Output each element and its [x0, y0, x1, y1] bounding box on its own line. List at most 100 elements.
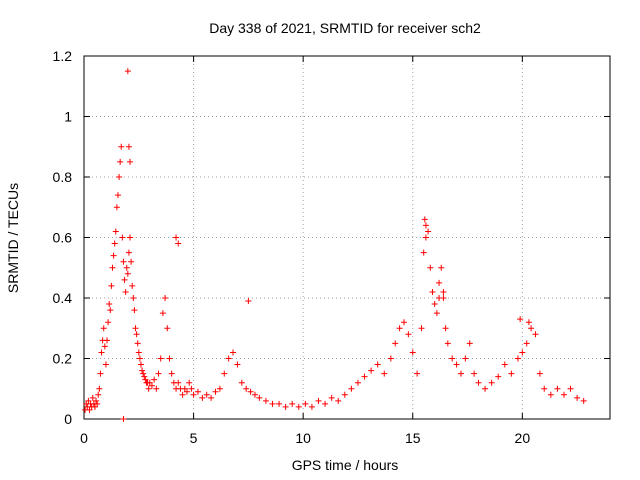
data-point — [113, 204, 120, 211]
data-point — [495, 373, 502, 380]
data-point — [374, 361, 381, 368]
data-point — [121, 276, 128, 283]
data-point — [262, 397, 269, 404]
data-point — [396, 325, 403, 332]
data-point — [440, 288, 447, 295]
data-point — [106, 301, 113, 308]
data-point — [276, 400, 283, 407]
data-point — [140, 370, 147, 377]
data-point — [131, 307, 138, 314]
data-point — [190, 391, 197, 398]
data-point — [436, 295, 443, 301]
data-point — [514, 355, 521, 362]
data-point — [142, 376, 149, 383]
data-point — [221, 370, 228, 377]
data-point — [162, 295, 169, 301]
data-point — [116, 174, 123, 180]
data-point — [517, 316, 524, 323]
data-point — [466, 340, 473, 347]
data-point — [112, 228, 119, 235]
y-tick-label: 0.6 — [53, 230, 73, 246]
data-point — [100, 325, 107, 332]
y-tick-label: 1 — [64, 109, 72, 125]
data-point — [488, 379, 495, 386]
y-tick-label: 0.8 — [53, 169, 73, 185]
data-point — [132, 325, 139, 332]
data-point — [139, 367, 146, 374]
data-point — [125, 143, 132, 150]
data-point — [168, 370, 175, 377]
data-point — [97, 370, 104, 377]
data-point — [85, 397, 92, 404]
data-point — [528, 325, 535, 332]
data-point — [133, 331, 140, 338]
data-point — [120, 416, 127, 422]
data-point — [475, 379, 482, 386]
data-point — [444, 340, 451, 347]
data-point — [188, 385, 195, 392]
data-point — [433, 310, 440, 317]
data-point — [157, 355, 164, 362]
data-point — [98, 349, 105, 356]
data-point — [108, 282, 115, 289]
data-point — [574, 394, 581, 401]
data-point — [392, 340, 399, 347]
data-point — [120, 258, 127, 265]
data-point — [560, 391, 567, 398]
data-point — [179, 391, 186, 398]
data-point — [114, 192, 121, 199]
data-point — [368, 367, 375, 374]
data-point — [536, 370, 543, 377]
data-point — [567, 385, 574, 392]
data-point — [128, 258, 135, 265]
data-point — [418, 325, 425, 332]
data-point — [245, 298, 252, 305]
x-axis-label: GPS time / hours — [292, 457, 399, 473]
x-tick-label: 20 — [515, 430, 531, 446]
data-point — [107, 307, 114, 314]
y-tick-label: 0.2 — [53, 351, 73, 367]
y-axis-label: SRMTID / TECUs — [5, 183, 21, 293]
data-point — [414, 370, 421, 377]
data-point — [457, 370, 464, 377]
data-point — [251, 391, 258, 398]
data-point — [93, 397, 100, 404]
data-point — [462, 355, 469, 362]
data-point — [541, 385, 548, 392]
data-point — [234, 361, 241, 368]
data-point — [101, 343, 108, 350]
data-point — [243, 385, 250, 392]
data-point — [322, 400, 329, 407]
axis-ticks: 0 5 10 15 20 0 0.2 0.4 0.6 0.8 1 1.2 — [53, 48, 610, 446]
data-point — [124, 68, 131, 75]
data-point — [405, 331, 412, 338]
data-point — [421, 216, 428, 223]
data-point — [130, 295, 137, 301]
data-point — [194, 388, 201, 395]
data-point — [159, 310, 166, 317]
data-point — [438, 264, 445, 271]
data-point — [308, 403, 315, 410]
data-point — [136, 355, 143, 362]
data-point — [420, 249, 427, 256]
y-tick-label: 1.2 — [53, 48, 73, 64]
data-point — [175, 379, 182, 386]
chart-title: Day 338 of 2021, SRMTID for receiver sch… — [209, 20, 481, 36]
data-point — [554, 385, 561, 392]
data-point — [145, 385, 152, 392]
data-point — [86, 406, 93, 413]
data-point — [110, 252, 117, 259]
data-point — [449, 355, 456, 362]
data-point — [137, 361, 144, 368]
data-point — [525, 319, 532, 326]
data-point — [127, 158, 134, 165]
data-point — [203, 391, 210, 398]
data-point — [348, 385, 355, 392]
data-point — [354, 379, 361, 386]
data-point — [295, 403, 302, 410]
data-point — [387, 355, 394, 362]
data-point — [94, 400, 101, 407]
grid-lines — [84, 56, 610, 419]
data-point — [119, 234, 126, 241]
data-point — [118, 143, 125, 150]
